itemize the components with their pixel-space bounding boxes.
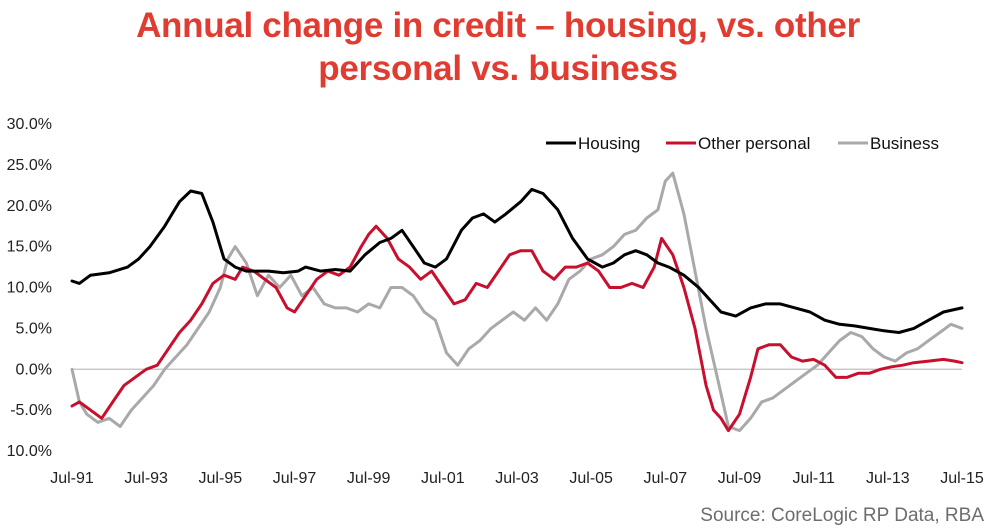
x-tick-label: Jul-91 [50, 470, 94, 487]
y-tick-label: 30.0% [7, 116, 52, 133]
y-tick-label: 10.0% [7, 443, 52, 460]
y-tick-label: 5.0% [16, 320, 52, 337]
series-line-business [70, 171, 964, 433]
chart-title-line-2: personal vs. business [318, 49, 678, 88]
source-note: Source: CoreLogic RP Data, RBA [700, 505, 984, 526]
series-line-housing [70, 187, 964, 334]
y-tick-label: -5.0% [10, 402, 52, 419]
x-tick-label: Jul-99 [347, 470, 391, 487]
y-tick-label: 25.0% [7, 157, 52, 174]
y-tick-label: 0.0% [16, 361, 52, 378]
x-tick-label: Jul-11 [792, 470, 834, 487]
y-tick-label: 20.0% [7, 198, 52, 215]
x-tick-label: Jul-15 [940, 470, 984, 487]
series-line-other-personal [70, 224, 964, 433]
x-tick-label: Jul-95 [199, 470, 243, 487]
legend-label: Other personal [698, 134, 810, 153]
chart-title: Annual change in credit – housing, vs. o… [0, 4, 996, 90]
y-tick-label: 10.0% [7, 280, 52, 297]
x-tick-label: Jul-05 [569, 470, 613, 487]
x-tick-label: Jul-93 [124, 470, 168, 487]
legend-label: Business [870, 134, 939, 153]
x-tick-label: Jul-97 [273, 470, 317, 487]
x-tick-label: Jul-03 [495, 470, 539, 487]
x-tick-label: Jul-13 [866, 470, 910, 487]
x-tick-label: Jul-09 [718, 470, 762, 487]
y-tick-label: 15.0% [7, 239, 52, 256]
x-tick-label: Jul-07 [644, 470, 688, 487]
legend-label: Housing [578, 134, 640, 153]
chart-title-line-1: Annual change in credit – housing, vs. o… [136, 6, 860, 45]
x-tick-label: Jul-01 [421, 470, 465, 487]
